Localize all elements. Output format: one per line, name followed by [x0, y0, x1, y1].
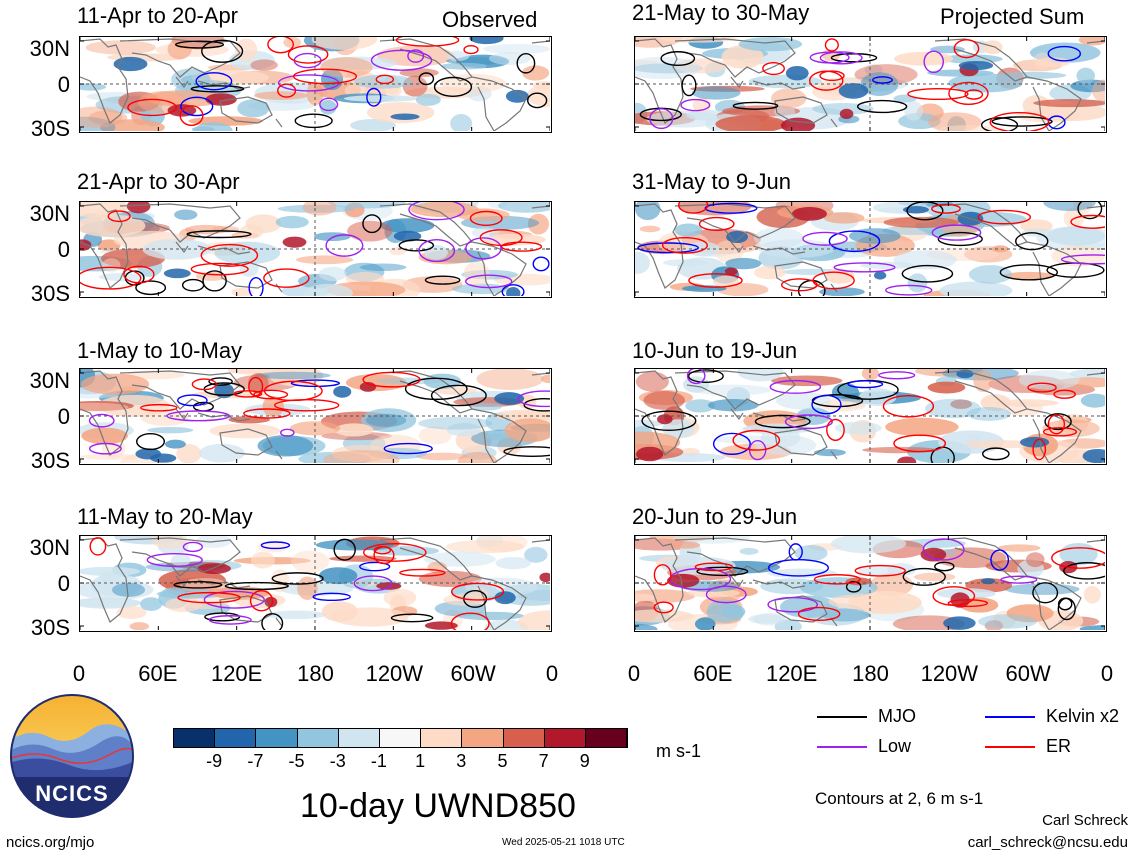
colorbar-label: 5 [497, 751, 508, 771]
contours-note: Contours at 2, 6 m s-1 [815, 789, 984, 808]
colorbar-label: -9 [206, 751, 223, 771]
colorbar-label: -5 [288, 751, 305, 771]
y-tick-label: 0 [57, 72, 70, 97]
author-name: Carl Schreck [1042, 812, 1128, 829]
legend-swatch [817, 746, 867, 748]
map-panel [79, 368, 552, 465]
main-title: 10-day UWND850 [300, 787, 576, 825]
map-panel [634, 535, 1107, 632]
colorbar-label: 7 [538, 751, 549, 771]
x-tick-label: 0 [627, 661, 641, 686]
colorbar-swatch [585, 729, 628, 747]
website-link[interactable]: ncics.org/mjo [6, 834, 95, 851]
map-panel [634, 201, 1107, 298]
colorbar-label: -3 [329, 751, 346, 771]
colorbar-swatch [462, 729, 504, 747]
legend-swatch [817, 716, 867, 718]
y-tick-label: 30S [30, 448, 70, 473]
colorbar-units: m s-1 [656, 741, 701, 761]
legend-label: Kelvin x2 [1046, 706, 1120, 726]
observed-label: Observed [442, 7, 538, 32]
colorbar-swatch [544, 729, 586, 747]
x-tick-label: 120E [210, 661, 263, 686]
x-tick-label: 120W [920, 661, 979, 686]
legend-label: MJO [878, 706, 916, 726]
panel-title: 11-Apr to 20-Apr [77, 3, 239, 28]
colorbar-label: -7 [247, 751, 264, 771]
y-tick-label: 30S [30, 116, 70, 141]
logo-text: NCICS [35, 781, 108, 806]
panel-title: 21-Apr to 30-Apr [77, 169, 240, 194]
colorbar-swatch [421, 729, 463, 747]
colorbar-label: 3 [456, 751, 467, 771]
ncics-logo: NCICS [9, 693, 135, 819]
map-panel [79, 36, 552, 133]
author-email[interactable]: carl_schreck@ncsu.edu [967, 834, 1128, 851]
colorbar-swatch [174, 729, 216, 747]
panel-title: 1-May to 10-May [77, 338, 243, 363]
map-panel [634, 368, 1107, 465]
panel-title: 31-May to 9-Jun [632, 169, 791, 194]
colorbar-swatch [215, 729, 257, 747]
colorbar-swatch [503, 729, 545, 747]
x-tick-label: 120W [365, 661, 424, 686]
x-tick-label: 0 [545, 661, 559, 686]
map-panel [79, 201, 552, 298]
x-tick-label: 60E [138, 661, 178, 686]
colorbar-label: 1 [415, 751, 426, 771]
x-tick-label: 0 [1100, 661, 1114, 686]
legend-label: ER [1046, 736, 1072, 756]
panel-title: 20-Jun to 29-Jun [632, 504, 798, 529]
y-tick-label: 30N [29, 535, 70, 560]
colorbar-label: -1 [370, 751, 387, 771]
panel-title: 21-May to 30-May [632, 0, 810, 25]
colorbar-swatches [173, 728, 628, 748]
y-tick-label: 30N [29, 201, 70, 226]
y-tick-label: 30N [29, 36, 70, 61]
projected-sum-label: Projected Sum [940, 4, 1085, 29]
y-tick-label: 30S [30, 615, 70, 640]
map-panel [79, 535, 552, 632]
colorbar-swatch [256, 729, 298, 747]
x-tick-label: 60E [693, 661, 733, 686]
x-tick-label: 0 [72, 661, 86, 686]
legend-swatch [985, 716, 1035, 718]
timestamp: Wed 2025-05-21 1018 UTC [502, 837, 625, 848]
panel-title: 10-Jun to 19-Jun [632, 338, 798, 363]
colorbar-swatch [338, 729, 380, 747]
colorbar-swatch [379, 729, 422, 747]
map-panel [634, 36, 1107, 133]
x-tick-label: 120E [765, 661, 818, 686]
y-tick-label: 0 [57, 237, 70, 262]
colorbar-swatch [297, 729, 339, 747]
y-tick-label: 0 [57, 571, 70, 596]
colorbar-label: 9 [579, 751, 590, 771]
legend-swatch [985, 746, 1035, 748]
y-tick-label: 30N [29, 368, 70, 393]
x-tick-label: 60W [1005, 661, 1051, 686]
panel-title: 11-May to 20-May [77, 504, 253, 529]
y-tick-label: 30S [30, 281, 70, 306]
y-tick-label: 0 [57, 404, 70, 429]
x-tick-label: 60W [450, 661, 496, 686]
legend-label: Low [878, 736, 912, 756]
x-tick-label: 180 [852, 661, 889, 686]
x-tick-label: 180 [297, 661, 334, 686]
